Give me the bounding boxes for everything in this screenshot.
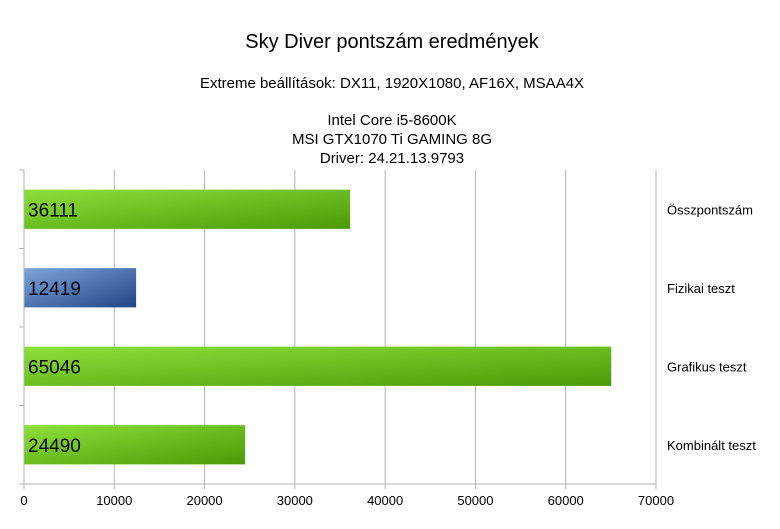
x-tick-label: 40000	[367, 493, 403, 508]
x-tick-label: 10000	[96, 493, 132, 508]
chart-subtitle-4: Driver: 24.21.13.9793	[320, 150, 464, 167]
bar-3	[24, 425, 246, 465]
category-label: Fizikai teszt	[667, 281, 735, 296]
bar-0	[24, 189, 351, 229]
bars-group	[24, 189, 612, 465]
x-tick-label: 50000	[457, 493, 493, 508]
bar-2	[24, 346, 612, 386]
chart-subtitle-2: Intel Core i5-8600K	[327, 112, 456, 129]
labels-group: 0 10000 20000 30000 40000 50000 60000 70000 3611…	[20, 200, 756, 508]
chart-title: Sky Diver pontszám eredmények	[245, 31, 539, 53]
x-tick-label: 60000	[548, 493, 584, 508]
category-label: Kombinált teszt	[667, 438, 756, 453]
bar-1	[24, 268, 137, 308]
bar-value-label: 24490	[28, 436, 81, 457]
chart-subtitle-3: MSI GTX1070 Ti GAMING 8G	[292, 131, 492, 148]
category-label: Grafikus teszt	[667, 359, 747, 374]
x-tick-label: 70000	[638, 493, 674, 508]
axes-group	[19, 169, 657, 489]
chart-subtitle-1: Extreme beállítások: DX11, 1920X1080, AF…	[200, 75, 584, 92]
category-label: Összpontszám	[667, 202, 753, 217]
x-tick-label: 20000	[186, 493, 222, 508]
bar-value-label: 65046	[28, 357, 81, 378]
x-tick-label: 30000	[277, 493, 313, 508]
bar-value-label: 12419	[28, 279, 81, 300]
bar-value-label: 36111	[28, 200, 78, 221]
x-tick-label: 0	[20, 493, 27, 508]
